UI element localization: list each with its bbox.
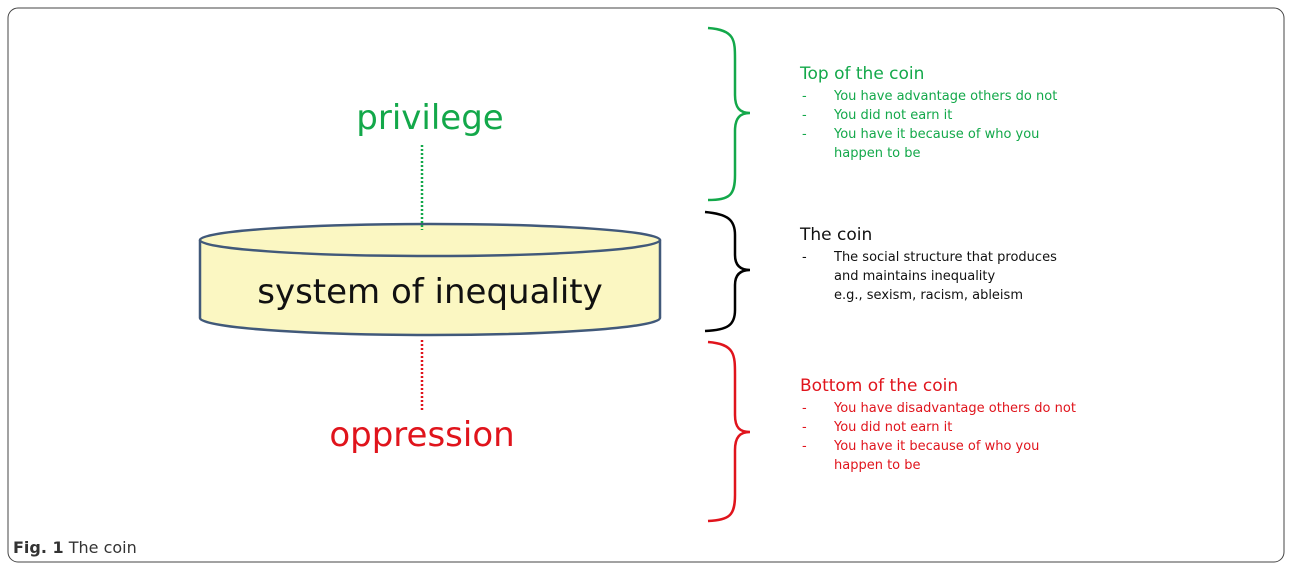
- list-item: -You have it because of who you happen t…: [800, 437, 1130, 475]
- brace: [708, 28, 750, 200]
- list-item: -You have it because of who you happen t…: [800, 125, 1130, 163]
- item-text: You have disadvantage others do not: [834, 399, 1084, 418]
- bottom-label: oppression: [329, 415, 514, 455]
- item-text: You have it because of who you happen to…: [834, 437, 1084, 475]
- bullet: -: [800, 125, 834, 163]
- caption: Fig. 1 The coin: [13, 538, 137, 557]
- item-text: You did not earn it: [834, 418, 1084, 437]
- item-text: You have advantage others do not: [834, 87, 1084, 106]
- section: Bottom of the coin -You have disadvantage…: [800, 376, 1130, 475]
- item-text: The social structure that produces and m…: [834, 248, 1084, 286]
- page: privilege system of inequality oppressio…: [0, 0, 1292, 567]
- bullet: -: [800, 87, 834, 106]
- item-text: You have it because of who you happen to…: [834, 125, 1084, 163]
- section: Top of the coin -You have advantage other…: [800, 64, 1130, 163]
- bullet: -: [800, 418, 834, 437]
- list-item: -You did not earn it: [800, 418, 1130, 437]
- note: e.g., sexism, racism, ableism: [800, 286, 1130, 305]
- caption-text: The coin: [69, 538, 137, 557]
- section-title: The coin: [800, 225, 1130, 245]
- cylinder-top: [200, 224, 660, 256]
- item-text: You did not earn it: [834, 106, 1084, 125]
- bullet: -: [800, 248, 834, 286]
- caption-label: Fig. 1: [13, 538, 64, 557]
- bullet: -: [800, 399, 834, 418]
- top-label: privilege: [356, 98, 503, 138]
- brace: [705, 212, 750, 331]
- list-item: -The social structure that produces and …: [800, 248, 1130, 286]
- brace: [708, 342, 750, 521]
- section-title: Bottom of the coin: [800, 376, 1130, 396]
- section: The coin -The social structure that produ…: [800, 225, 1130, 305]
- cylinder-label: system of inequality: [257, 272, 603, 312]
- list-item: -You did not earn it: [800, 106, 1130, 125]
- list-item: -You have advantage others do not: [800, 87, 1130, 106]
- list-item: -You have disadvantage others do not: [800, 399, 1130, 418]
- bullet: -: [800, 437, 834, 475]
- section-title: Top of the coin: [800, 64, 1130, 84]
- bullet: -: [800, 106, 834, 125]
